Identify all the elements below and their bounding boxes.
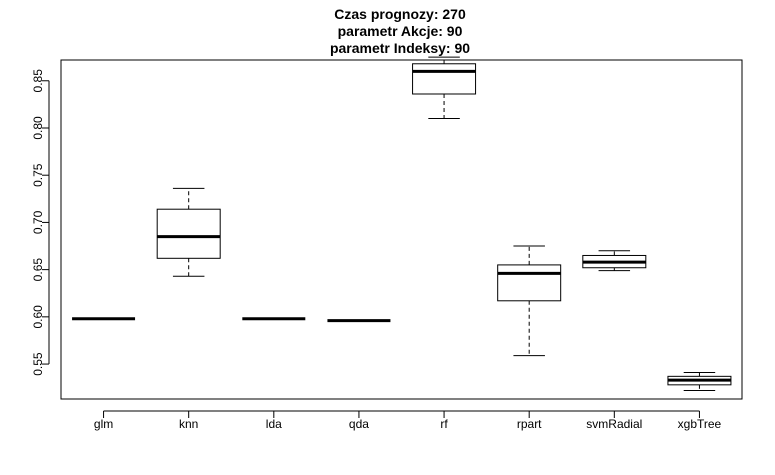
chart-title-line-2: parametr Akcje: 90 <box>338 23 463 39</box>
x-tick-label: qda <box>349 417 369 431</box>
chart-title-line-1: Czas prognozy: 270 <box>334 6 466 22</box>
y-tick-label: 0.80 <box>31 116 45 140</box>
y-tick-label: 0.65 <box>31 258 45 282</box>
box-xgbTree <box>667 372 732 392</box>
x-tick-label: rf <box>440 417 448 431</box>
y-tick-label: 0.70 <box>31 210 45 234</box>
x-tick-label: svmRadial <box>586 417 642 431</box>
box-svmRadial <box>582 250 647 272</box>
box-body <box>412 63 477 95</box>
box-series <box>72 56 732 392</box>
y-tick-label: 0.60 <box>31 305 45 329</box>
x-tick-label: knn <box>179 417 198 431</box>
box-rpart <box>497 245 562 357</box>
box-body <box>156 208 221 259</box>
chart-title-line-3: parametr Indeksy: 90 <box>330 40 470 56</box>
x-tick-label: glm <box>94 417 113 431</box>
x-tick-label: lda <box>266 417 282 431</box>
y-axis: 0.55 0.60 0.65 0.70 0.75 0.80 0.85 <box>31 69 50 376</box>
x-tick-label: rpart <box>517 417 542 431</box>
box-body <box>497 264 562 302</box>
y-tick-label: 0.55 <box>31 352 45 376</box>
y-tick-label: 0.75 <box>31 163 45 187</box>
x-axis: glm knn lda qda rf rpart svmRadial xgbTree <box>94 410 722 431</box>
y-tick-label: 0.85 <box>31 69 45 93</box>
x-tick-label: xgbTree <box>678 417 722 431</box>
box-knn <box>156 187 221 277</box>
plot-frame <box>60 59 743 400</box>
box-rf <box>412 56 477 120</box>
